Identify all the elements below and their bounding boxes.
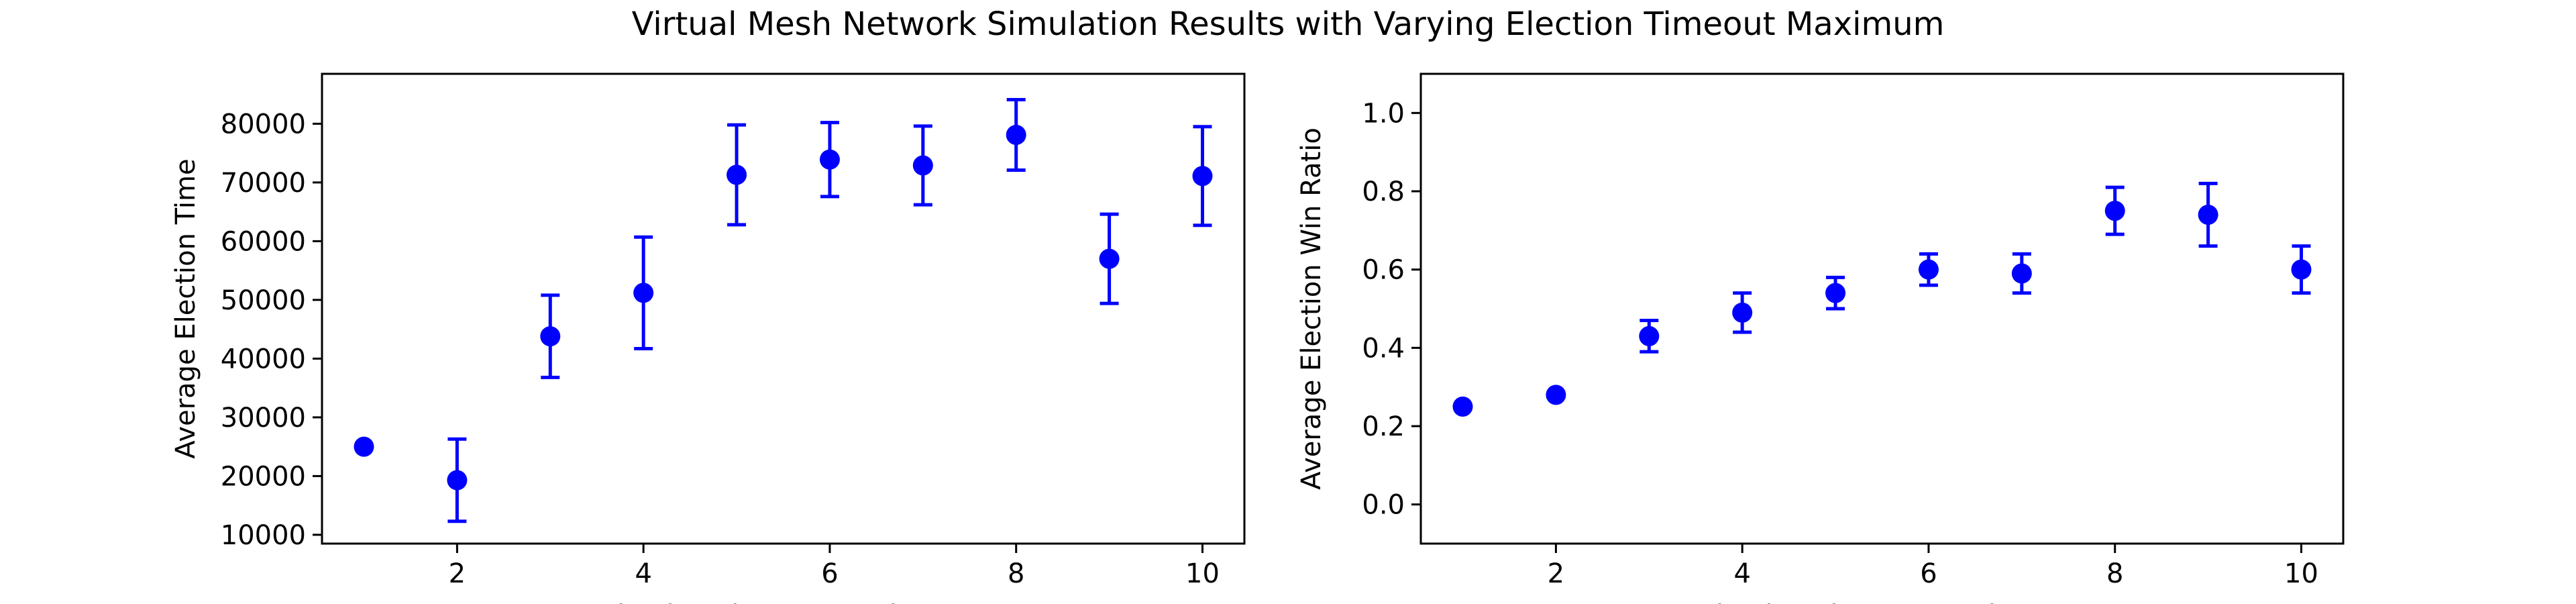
x-axis-label: Election Timeout Maximum bbox=[1699, 600, 2065, 604]
election-time-panel: 2 4 6 8 10 10000 20000 30000 40000 50000 60000 7000… bbox=[170, 72, 1246, 604]
y-tick-label: 10000 bbox=[221, 520, 306, 551]
data-point bbox=[912, 155, 933, 176]
data-point bbox=[1639, 325, 1660, 346]
data-point bbox=[1099, 248, 1120, 269]
data-point bbox=[2011, 263, 2032, 284]
x-tick-label: 10 bbox=[2284, 558, 2318, 589]
y-tick-label: 40000 bbox=[221, 344, 306, 374]
data-point bbox=[2104, 201, 2125, 221]
y-tick-label: 60000 bbox=[221, 226, 306, 257]
y-tick-label: 0.6 bbox=[1362, 255, 1405, 286]
axes-frame bbox=[1419, 72, 2345, 545]
figure-title: Virtual Mesh Network Simulation Results … bbox=[632, 5, 1945, 43]
x-tick-label: 8 bbox=[2106, 558, 2123, 589]
y-tick-label: 50000 bbox=[221, 285, 306, 316]
data-point bbox=[2291, 259, 2312, 280]
y-tick-label: 0.0 bbox=[1362, 490, 1405, 521]
y-axis-label: Average Election Win Ratio bbox=[1296, 128, 1327, 490]
y-tick-label: 0.8 bbox=[1362, 177, 1405, 207]
data-layer bbox=[1452, 181, 2312, 417]
data-point bbox=[354, 436, 374, 457]
y-tick-label: 1.0 bbox=[1362, 98, 1405, 129]
x-tick-label: 8 bbox=[1008, 558, 1024, 589]
y-tick-label: 30000 bbox=[221, 403, 306, 434]
y-tick-label: 0.4 bbox=[1362, 333, 1405, 364]
win-ratio-panel: 2 4 6 8 10 0.0 0.2 0.4 0.6 0.8 1.0 Election Timeout… bbox=[1296, 72, 2345, 604]
x-axis-label: Election Timeout Maximum bbox=[600, 600, 967, 604]
y-tick-label: 20000 bbox=[221, 461, 306, 492]
data-point bbox=[1918, 259, 1939, 280]
y-tick-label: 70000 bbox=[221, 168, 306, 199]
data-point bbox=[727, 164, 747, 185]
x-tick-label: 2 bbox=[1548, 558, 1564, 589]
data-layer bbox=[354, 98, 1213, 523]
data-point bbox=[540, 326, 561, 347]
data-point bbox=[633, 283, 654, 303]
data-point bbox=[1192, 166, 1213, 187]
y-axis-label: Average Election Time bbox=[170, 158, 201, 458]
x-tick-label: 10 bbox=[1185, 558, 1220, 589]
y-tick-label: 0.2 bbox=[1362, 411, 1405, 442]
x-tick-label: 6 bbox=[821, 558, 838, 589]
x-tick-label: 4 bbox=[635, 558, 651, 589]
x-tick-label: 6 bbox=[1920, 558, 1937, 589]
data-point bbox=[1006, 125, 1026, 145]
data-point bbox=[1825, 283, 1846, 303]
data-point bbox=[1546, 385, 1566, 405]
axes-frame bbox=[321, 72, 1246, 545]
x-tick-label: 4 bbox=[1733, 558, 1750, 589]
x-tick-label: 2 bbox=[449, 558, 466, 589]
data-point bbox=[1452, 396, 1473, 417]
data-point bbox=[1732, 302, 1753, 323]
y-tick-label: 80000 bbox=[221, 109, 306, 140]
data-point bbox=[447, 470, 468, 491]
data-point bbox=[2198, 205, 2218, 225]
data-point bbox=[819, 149, 840, 170]
